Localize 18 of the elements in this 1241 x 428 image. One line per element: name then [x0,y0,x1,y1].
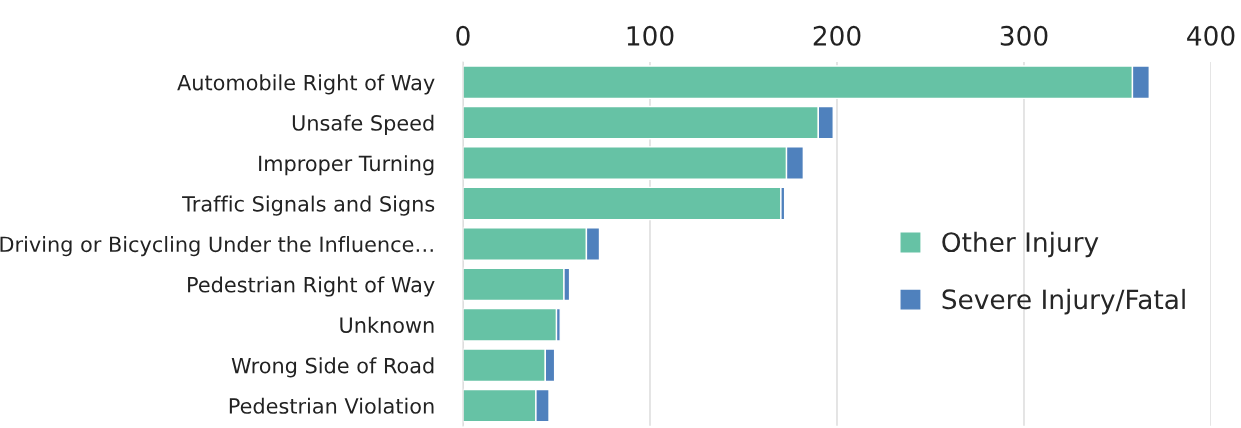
legend-label: Other Injury [942,231,1099,258]
x-tick-label: 400 [1187,25,1235,46]
x-tick-label: 200 [813,25,861,46]
y-tick-label: Improper Turning [259,155,434,176]
x-tick-label: 300 [1000,25,1048,46]
y-tick-label: Unsafe Speed [292,114,434,135]
y-tick-label: Wrong Side of Road [231,357,434,378]
legend-label: Severe Injury/Fatal [942,288,1185,315]
x-tick-label: 100 [627,25,674,46]
bar [463,186,782,221]
y-tick-label: Pedestrian Right of Way [188,276,435,297]
y-tick-label: Automobile Right of Way [177,74,435,95]
y-tick-label: Traffic Signals and Signs [182,195,435,216]
x-tick-label: 0 [456,25,470,46]
bar [463,307,558,342]
y-tick-label: Driving or Bicycling Under the Influence… [0,236,433,257]
y-tick-label: Pedestrian Violation [229,397,434,414]
y-tick-label: Unknown [340,316,434,333]
